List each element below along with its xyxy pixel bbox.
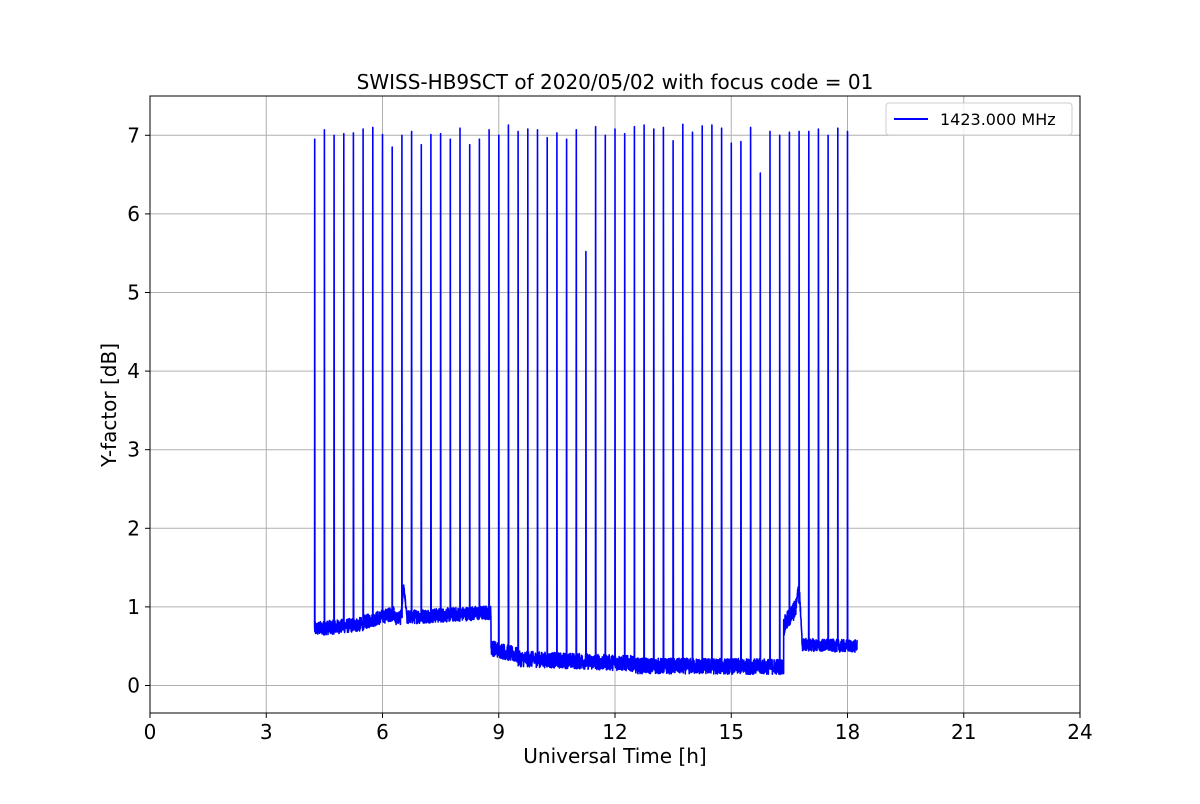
y-axis-label: Y-factor [dB] <box>97 343 121 468</box>
chart-title: SWISS-HB9SCT of 2020/05/02 with focus co… <box>357 70 874 94</box>
x-axis-ticks: 0 3 6 9 12 15 18 21 24 <box>144 713 1093 744</box>
x-tick-label: 12 <box>602 720 627 744</box>
legend-label: 1423.000 MHz <box>940 110 1056 129</box>
y-tick-label: 5 <box>127 280 140 304</box>
series-line-1423mhz <box>313 123 858 676</box>
x-tick-label: 21 <box>951 720 976 744</box>
x-tick-label: 0 <box>144 720 157 744</box>
y-tick-label: 2 <box>127 516 140 540</box>
legend: 1423.000 MHz <box>885 102 1073 136</box>
x-tick-label: 6 <box>376 720 389 744</box>
y-axis-ticks: 0 1 2 3 4 5 6 7 <box>127 123 150 697</box>
y-tick-label: 0 <box>127 673 140 697</box>
x-tick-label: 18 <box>835 720 860 744</box>
y-tick-label: 7 <box>127 123 140 147</box>
legend-box <box>885 102 1073 136</box>
y-tick-label: 3 <box>127 438 140 462</box>
y-tick-label: 4 <box>127 359 140 383</box>
x-tick-label: 15 <box>719 720 744 744</box>
y-tick-label: 1 <box>127 595 140 619</box>
series-layer <box>313 123 858 676</box>
x-axis-label: Universal Time [h] <box>523 744 706 768</box>
x-tick-label: 3 <box>260 720 273 744</box>
x-tick-label: 9 <box>492 720 505 744</box>
x-tick-label: 24 <box>1067 720 1092 744</box>
y-tick-label: 6 <box>127 202 140 226</box>
